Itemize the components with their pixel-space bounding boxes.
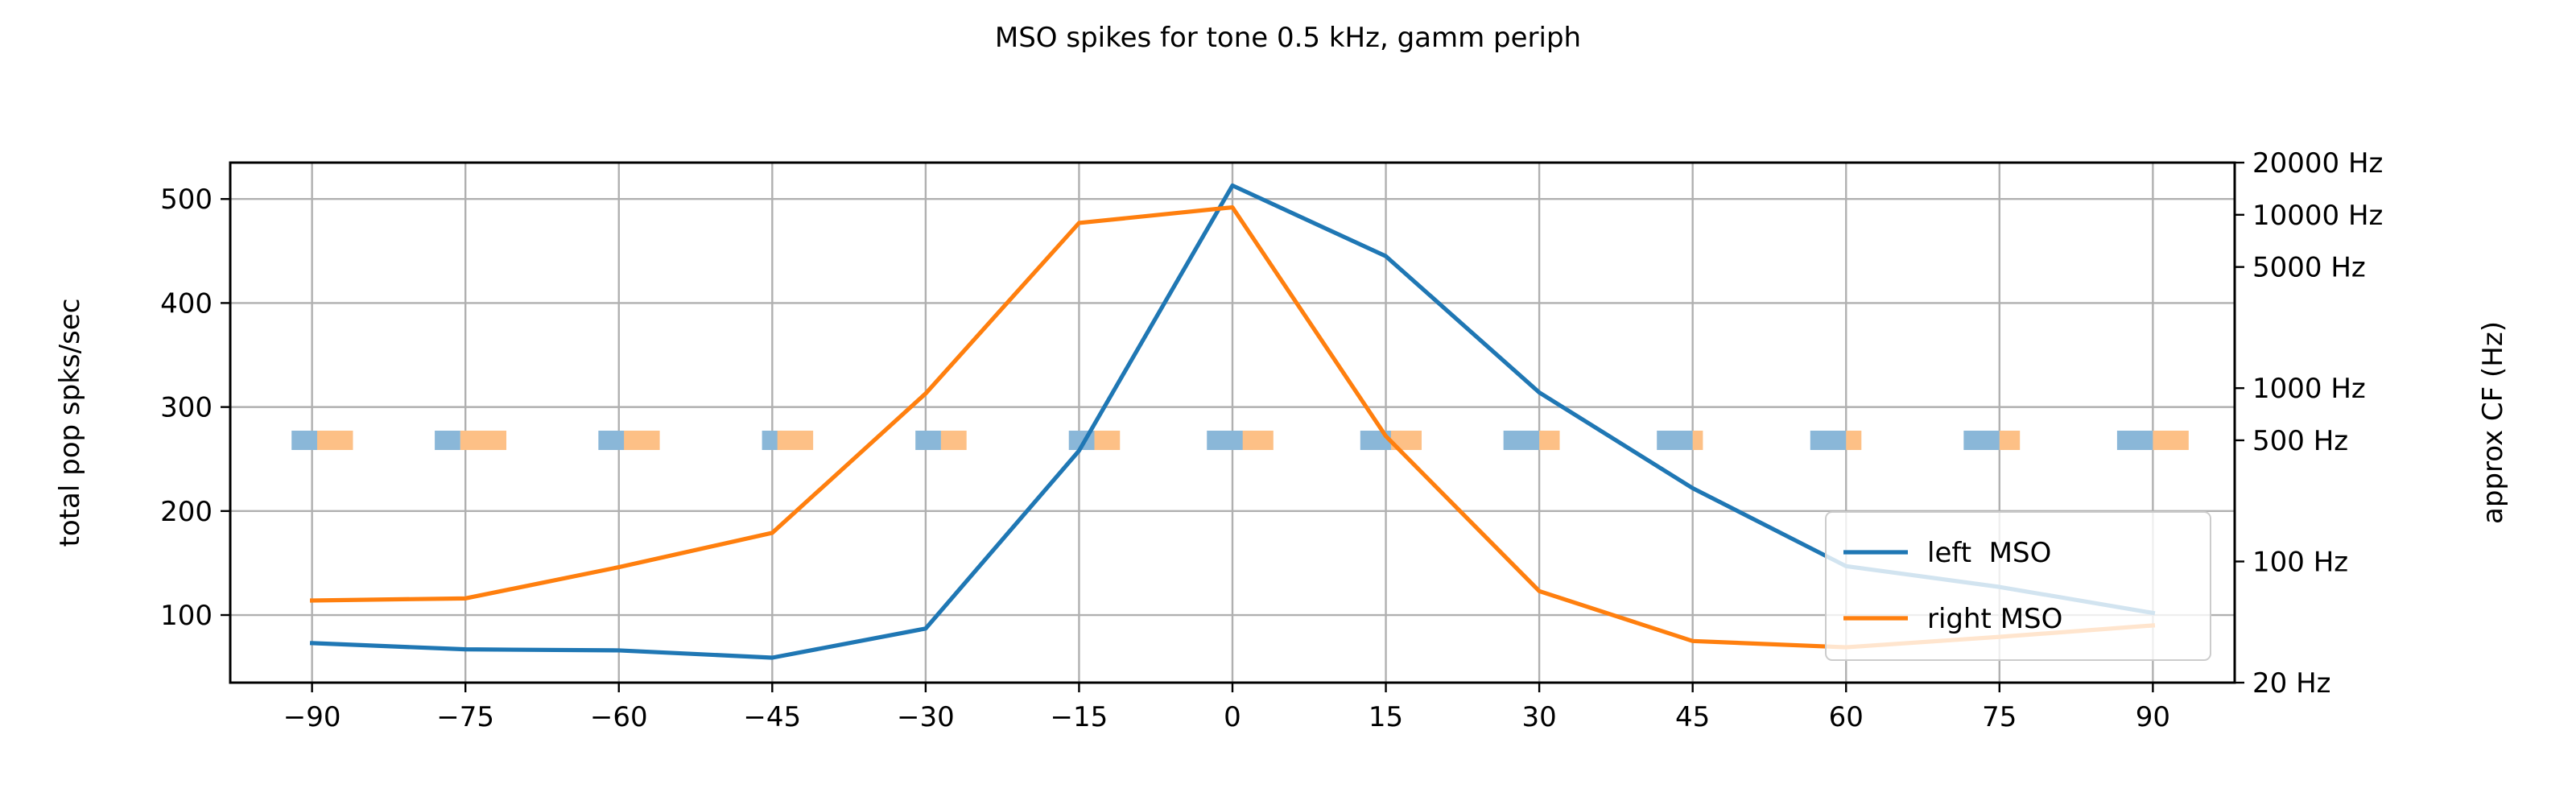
y-tick-label: 100 [160, 600, 213, 632]
raster-bar-right [460, 430, 507, 450]
y-tick-label: 200 [160, 496, 213, 528]
raster-bar-right [1539, 430, 1560, 450]
x-tick-label: 75 [1982, 701, 2017, 733]
raster-bar-right [1242, 430, 1274, 450]
x-tick-label: −45 [743, 701, 801, 733]
y-axis-label: total pop spks/sec [54, 299, 86, 547]
x-tick-label: 90 [2136, 701, 2170, 733]
y2-tick-label: 1000 Hz [2252, 373, 2366, 405]
raster-bar-right [940, 430, 967, 450]
x-tick-label: −60 [590, 701, 648, 733]
y-tick-label: 300 [160, 392, 213, 424]
y2-tick-label: 20000 Hz [2252, 147, 2383, 180]
raster-bar-right [1692, 430, 1703, 450]
x-tick-label: 0 [1224, 701, 1241, 733]
y2-tick-label: 100 Hz [2252, 546, 2348, 578]
x-tick-label: 15 [1368, 701, 1403, 733]
x-tick-label: 45 [1675, 701, 1710, 733]
x-tick-label: 30 [1521, 701, 1556, 733]
raster-bar-right [2153, 430, 2189, 450]
raster-bar-left [915, 430, 941, 450]
raster-bar-left [1810, 430, 1852, 450]
raster-bar-right [777, 430, 814, 450]
raster-bar-left [2116, 430, 2158, 450]
x-axis: −90 −75 −60 −45 −30 −15 0 15 30 45 60 75 90 [283, 683, 2170, 733]
y2-axis-label: approx CF (Hz) [2477, 321, 2509, 524]
raster-bar-left [1963, 430, 2005, 450]
y-tick-label: 500 [160, 184, 213, 216]
y2-axis: 20 Hz 100 Hz 500 Hz 1000 Hz 5000 Hz 10000 Hz 2… [2235, 147, 2383, 700]
y-axis: 100 200 300 400 500 [160, 184, 230, 632]
raster-bar-right [1846, 430, 1862, 450]
y2-tick-label: 5000 Hz [2252, 252, 2366, 284]
y2-tick-label: 20 Hz [2252, 667, 2330, 700]
y2-tick-label: 10000 Hz [2252, 200, 2383, 232]
y2-tick-label: 500 Hz [2252, 425, 2348, 457]
chart-title: MSO spikes for tone 0.5 kHz, gamm periph [995, 22, 1581, 54]
legend-box [1825, 511, 2211, 661]
raster-bar-left [435, 430, 460, 450]
x-tick-label: 60 [1829, 701, 1864, 733]
y-tick-label: 400 [160, 287, 213, 320]
x-tick-label: −90 [283, 701, 341, 733]
raster-bar-right [624, 430, 660, 450]
raster-bar-right [1094, 430, 1121, 450]
legend-label: left MSO [1927, 537, 2051, 569]
spike-raster [291, 430, 2189, 450]
x-tick-label: −15 [1051, 701, 1108, 733]
raster-bar-left [1503, 430, 1545, 450]
x-tick-label: −30 [897, 701, 955, 733]
x-tick-label: −75 [436, 701, 494, 733]
raster-bar-right [1999, 430, 2021, 450]
raster-bar-right [316, 430, 353, 450]
legend-label: right MSO [1927, 603, 2062, 635]
raster-bar-left [1657, 430, 1699, 450]
raster-bar-left [291, 430, 317, 450]
legend: left MSO right MSO [1825, 511, 2211, 661]
